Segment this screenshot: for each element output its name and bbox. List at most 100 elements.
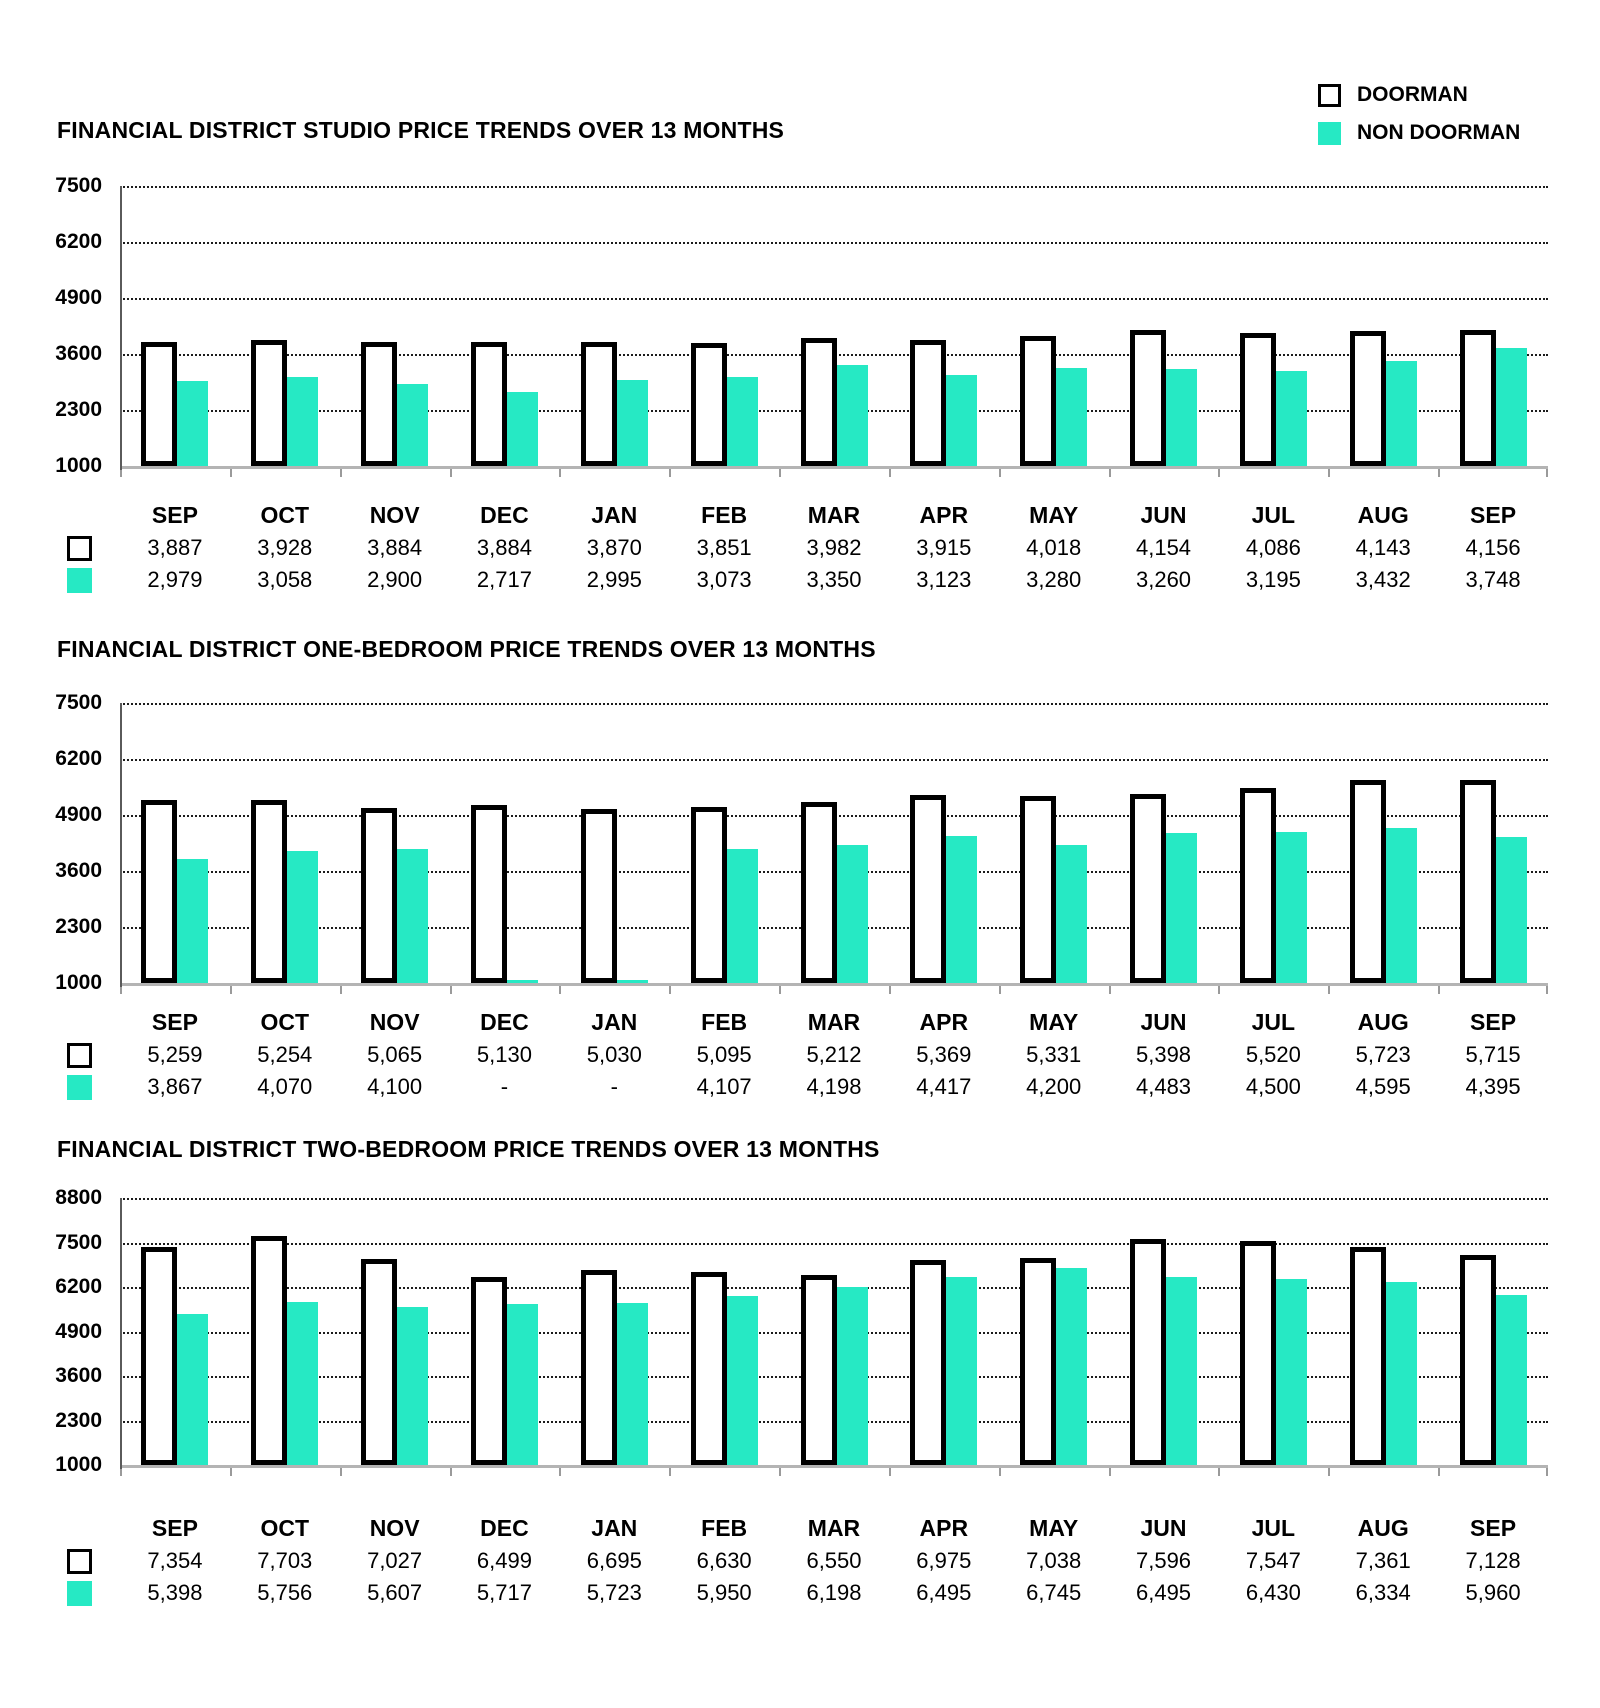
non-doorman-value: 3,260 xyxy=(1135,567,1192,592)
non-doorman-value: 2,995 xyxy=(586,567,642,592)
month-label: DEC xyxy=(480,1515,529,1541)
non-doorman-value: 3,073 xyxy=(696,567,752,592)
doorman-bar xyxy=(1020,336,1057,466)
doorman-bar xyxy=(580,342,617,466)
non-doorman-value: 4,070 xyxy=(257,1074,313,1099)
y-axis-label: 3600 xyxy=(55,1364,102,1387)
non-doorman-bar xyxy=(1495,348,1527,466)
doorman-bar xyxy=(1459,330,1496,466)
doorman-bar xyxy=(470,342,507,466)
table-row: 2,979 3,058 2,900 2,717 2,995 3,073 3,350 3,123… xyxy=(67,565,1548,595)
doorman-swatch-icon xyxy=(67,1043,92,1068)
x-axis-tick xyxy=(1438,985,1441,994)
doorman-value: 4,086 xyxy=(1245,535,1301,560)
non-doorman-bar xyxy=(1166,1277,1198,1465)
non-doorman-swatch-icon xyxy=(67,1581,92,1606)
non-doorman-value: 2,900 xyxy=(367,567,423,592)
x-axis-tick xyxy=(120,468,122,477)
non-doorman-bar xyxy=(287,851,319,983)
doorman-bar xyxy=(251,340,288,466)
doorman-value: 5,212 xyxy=(806,1042,862,1067)
non-doorman-value: 4,198 xyxy=(806,1074,862,1099)
month-label: APR xyxy=(919,1515,969,1541)
month-label: MAR xyxy=(807,1515,861,1541)
non-doorman-bar xyxy=(177,859,209,983)
doorman-value: 3,982 xyxy=(806,535,862,560)
table-row: SEP OCT NOV DEC JAN FEB MAR APR MAY JUN JUL AUG SEP xyxy=(120,1007,1548,1037)
y-axis-labels: 7500 6200 4900 3600 2300 1000 xyxy=(28,691,102,994)
month-label: JUN xyxy=(1140,1515,1187,1541)
non-doorman-value: 3,280 xyxy=(1026,567,1082,592)
doorman-bar xyxy=(141,342,178,466)
x-axis-tick xyxy=(1546,1467,1548,1476)
month-label: JUN xyxy=(1140,1009,1187,1035)
y-axis-line xyxy=(120,703,122,987)
doorman-bar xyxy=(1130,1239,1167,1465)
month-label: FEB xyxy=(701,1009,748,1035)
y-axis-label: 4900 xyxy=(55,286,102,309)
doorman-bar xyxy=(1459,780,1496,983)
month-label: MAY xyxy=(1029,1515,1079,1541)
doorman-bar xyxy=(361,1259,398,1465)
x-axis-tick xyxy=(998,1467,1001,1476)
non-doorman-value: 4,417 xyxy=(916,1074,972,1099)
y-axis-label: 7500 xyxy=(55,691,102,714)
month-label: DEC xyxy=(480,1009,529,1035)
table-row: SEP OCT NOV DEC JAN FEB MAR APR MAY JUN JUL AUG SEP xyxy=(120,1513,1548,1543)
gridline xyxy=(120,186,1548,188)
non-doorman-bar xyxy=(726,377,758,466)
doorman-value: 7,027 xyxy=(367,1548,423,1573)
non-doorman-bar xyxy=(287,377,319,466)
x-axis-tick xyxy=(559,985,562,994)
non-doorman-swatch-icon xyxy=(67,568,92,593)
non-doorman-bar xyxy=(1056,1268,1088,1465)
y-axis-labels: 8800 7500 6200 4900 3600 2300 1000 xyxy=(28,1186,102,1476)
x-axis-tick xyxy=(779,468,782,477)
doorman-bar xyxy=(1239,333,1276,466)
month-label: SEP xyxy=(1470,1515,1517,1541)
x-axis-tick xyxy=(229,468,232,477)
gridline xyxy=(120,703,1548,705)
doorman-value: 6,499 xyxy=(476,1548,532,1573)
non-doorman-bar xyxy=(287,1302,319,1465)
doorman-value: 5,254 xyxy=(257,1042,313,1067)
plot-area xyxy=(120,703,1548,994)
non-doorman-bar xyxy=(1495,1295,1527,1465)
month-label: SEP xyxy=(1470,1009,1517,1035)
x-axis-tick xyxy=(998,468,1001,477)
non-doorman-bar xyxy=(946,836,978,983)
month-label: SEP xyxy=(151,502,198,528)
doorman-bar xyxy=(690,1272,727,1465)
doorman-bar xyxy=(1459,1255,1496,1465)
doorman-bar xyxy=(141,800,178,983)
non-doorman-bar xyxy=(1166,369,1198,466)
month-label: AUG xyxy=(1357,1009,1409,1035)
doorman-value: 7,596 xyxy=(1135,1548,1192,1573)
doorman-bar xyxy=(1020,1258,1057,1465)
doorman-bar xyxy=(470,805,507,983)
non-doorman-bar xyxy=(946,375,978,466)
month-label: NOV xyxy=(369,1009,420,1035)
doorman-bar xyxy=(910,795,947,983)
x-axis-tick xyxy=(1108,468,1111,477)
non-doorman-bar xyxy=(836,365,868,466)
doorman-value: 5,369 xyxy=(916,1042,972,1067)
doorman-bar xyxy=(800,1275,837,1465)
y-axis-label: 8800 xyxy=(55,1186,102,1209)
y-axis-label: 2300 xyxy=(55,915,102,938)
non-doorman-value: 4,483 xyxy=(1135,1074,1192,1099)
legend-item-doorman: DOORMAN xyxy=(1318,82,1468,108)
non-doorman-value: 6,430 xyxy=(1245,1580,1301,1605)
doorman-value: 5,065 xyxy=(367,1042,423,1067)
non-doorman-bar xyxy=(1056,368,1088,466)
x-axis-line xyxy=(120,1465,1548,1468)
doorman-value: 5,259 xyxy=(147,1042,203,1067)
doorman-value: 4,154 xyxy=(1135,535,1192,560)
non-doorman-value: 6,198 xyxy=(806,1580,862,1605)
doorman-bar xyxy=(1239,788,1276,983)
non-doorman-bar xyxy=(726,1296,758,1465)
x-axis-line xyxy=(120,466,1548,469)
doorman-value: 5,723 xyxy=(1355,1042,1411,1067)
doorman-bar xyxy=(580,1270,617,1465)
doorman-value: 5,095 xyxy=(696,1042,752,1067)
